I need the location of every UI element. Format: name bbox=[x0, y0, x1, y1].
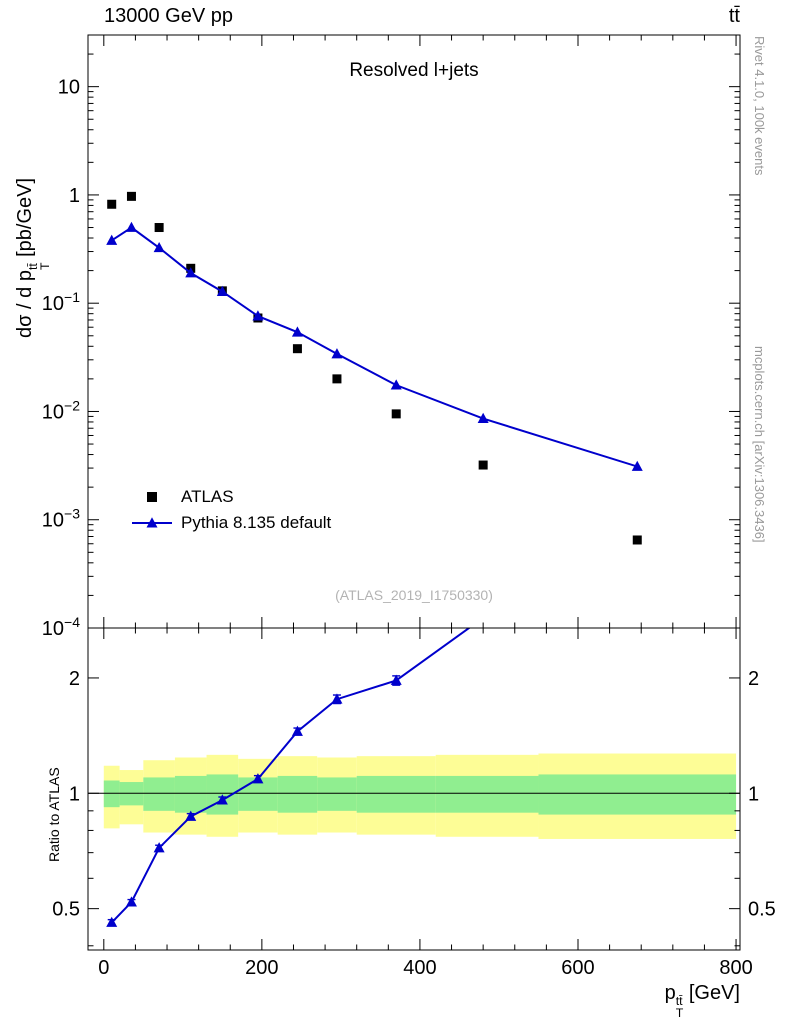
header-collision-label: 13000 GeV pp bbox=[104, 5, 233, 27]
square-marker-icon bbox=[147, 492, 157, 502]
svg-text:10−2: 10−2 bbox=[42, 397, 80, 423]
series-pythia bbox=[106, 221, 643, 471]
header-process-label: tt̄ bbox=[728, 5, 740, 27]
svg-text:1: 1 bbox=[748, 783, 759, 805]
legend-label: Pythia 8.135 default bbox=[181, 513, 332, 532]
svg-text:0.5: 0.5 bbox=[748, 899, 776, 921]
svg-text:1: 1 bbox=[69, 185, 80, 207]
legend-item-pythia: Pythia 8.135 default bbox=[132, 510, 331, 536]
axis-tick-labels: 0 200 400 600 800 10 1 10−1 10−2 10−3 10−4 0.5 0.5 1 1… bbox=[42, 77, 776, 979]
svg-text:0.5: 0.5 bbox=[52, 899, 80, 921]
y-axis-label: dσ / d p tt̄ T [pb/GeV] bbox=[14, 177, 52, 338]
svg-text:2: 2 bbox=[748, 668, 759, 690]
x-axis-label: p tt̄ T [GeV] bbox=[664, 982, 740, 1020]
panel-title: Resolved l+jets bbox=[349, 60, 479, 81]
ratio-axis-label: Ratio to ATLAS bbox=[46, 767, 62, 862]
ratio-series-pythia bbox=[106, 628, 471, 927]
svg-text:10: 10 bbox=[58, 77, 80, 99]
legend-item-atlas: ATLAS bbox=[132, 484, 331, 510]
pt-subscript: T bbox=[675, 1005, 684, 1020]
svg-text:2: 2 bbox=[69, 668, 80, 690]
svg-text:200: 200 bbox=[245, 957, 278, 979]
analysis-watermark: (ATLAS_2019_I1750330) bbox=[335, 587, 493, 603]
svg-text:10−1: 10−1 bbox=[42, 289, 80, 315]
svg-text:0: 0 bbox=[98, 957, 109, 979]
svg-text:10−3: 10−3 bbox=[42, 506, 80, 532]
svg-text:1: 1 bbox=[69, 783, 80, 805]
svg-text:10−4: 10−4 bbox=[42, 614, 80, 640]
triangle-line-marker-icon bbox=[132, 517, 172, 528]
mcplots-reference-note: mcplots.cern.ch [arXiv:1306.3436] bbox=[752, 346, 767, 543]
legend: ATLAS Pythia 8.135 default bbox=[132, 484, 331, 536]
legend-label: ATLAS bbox=[181, 487, 234, 506]
axis-ticks bbox=[88, 34, 740, 950]
pt-subscript: T bbox=[37, 262, 52, 271]
svg-text:800: 800 bbox=[719, 957, 752, 979]
ratio-uncertainty-bands bbox=[103, 753, 737, 839]
svg-text:600: 600 bbox=[561, 957, 594, 979]
pt-superscript: tt̄ bbox=[675, 994, 683, 1009]
svg-text:400: 400 bbox=[403, 957, 436, 979]
rivet-version-note: Rivet 4.1.0, 100k events bbox=[752, 36, 767, 176]
